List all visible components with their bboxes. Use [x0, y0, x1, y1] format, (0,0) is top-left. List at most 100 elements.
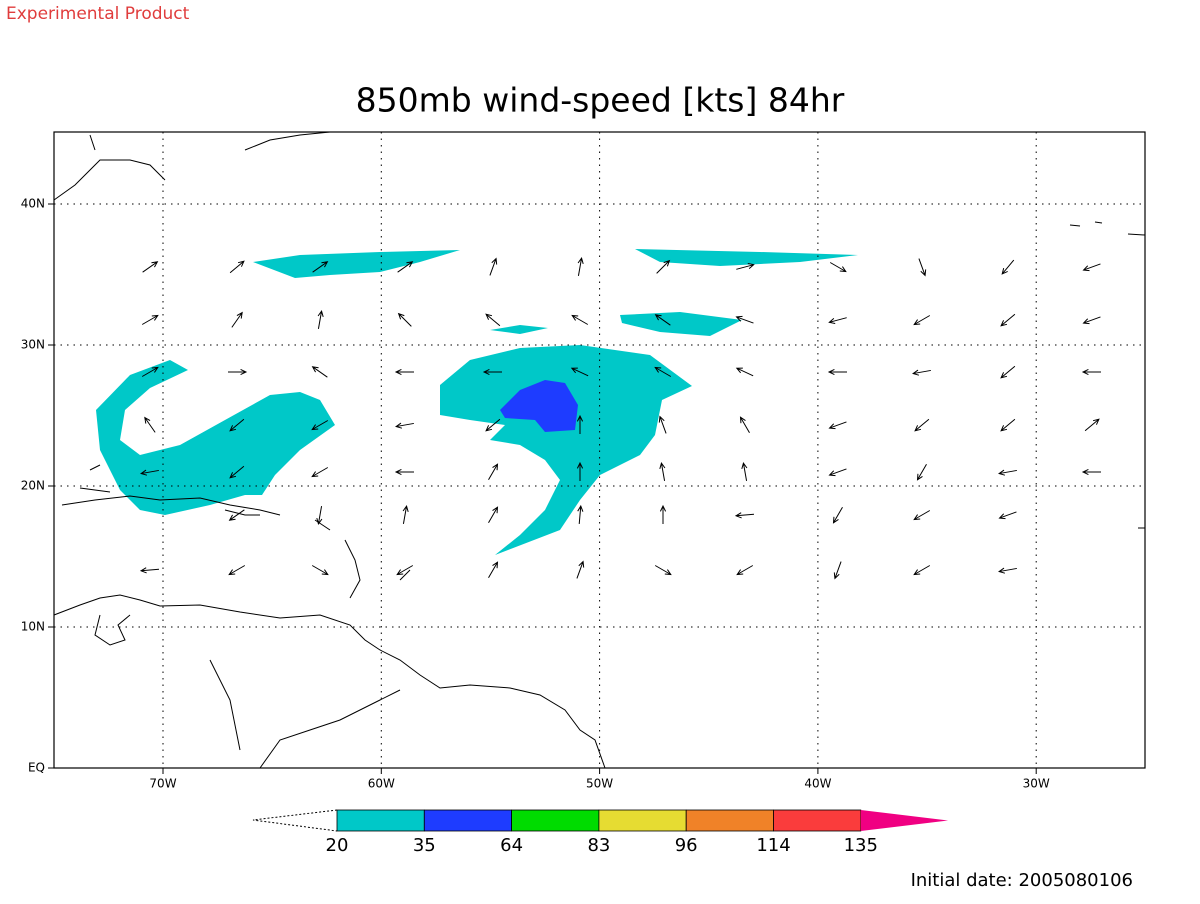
map-title: 850mb wind-speed [kts] 84hr	[356, 81, 845, 120]
map-frame	[53, 131, 1146, 769]
coastline	[1069, 221, 1146, 529]
wind-arrow	[576, 414, 584, 434]
wind-arrow	[577, 504, 584, 525]
contour-fill	[500, 380, 578, 432]
colorbar-box	[773, 809, 862, 832]
lon-label: 30W	[1023, 777, 1050, 791]
wind-vectors	[139, 257, 1101, 580]
wind-arrow	[311, 467, 329, 478]
wind-arrow	[142, 261, 159, 273]
wind-arrow	[656, 259, 671, 274]
wind-arrow	[312, 261, 329, 273]
wind-arrow	[576, 461, 584, 481]
wind-arrow	[228, 565, 246, 576]
wind-arrow	[736, 263, 755, 270]
wind-arrow	[397, 312, 412, 327]
wind-arrow	[658, 415, 667, 434]
wind-arrow	[311, 565, 329, 576]
wind-arrow	[139, 567, 160, 574]
wind-arrow	[1082, 263, 1101, 272]
wind-arrow	[229, 465, 245, 479]
wind-arrow	[489, 257, 498, 276]
wind-arrow	[482, 368, 502, 376]
coastline	[53, 594, 606, 769]
wind-arrow	[916, 463, 927, 481]
wind-arrow	[659, 462, 666, 481]
wind-arrow	[577, 257, 584, 276]
contour-fill	[253, 250, 460, 278]
colorbar-label: 64	[500, 835, 523, 856]
wind-arrow	[829, 262, 847, 273]
wind-arrow	[735, 315, 754, 324]
wind-arrow	[741, 462, 748, 481]
wind-arrow	[488, 506, 499, 524]
wind-arrow	[396, 565, 414, 576]
product-label: Experimental Product	[6, 4, 190, 24]
wind-arrow	[998, 511, 1017, 520]
coastlines	[53, 131, 1146, 769]
contour-fill	[490, 325, 548, 334]
colorbar-box	[598, 809, 687, 832]
wind-arrow	[316, 506, 323, 525]
contour-fill	[620, 312, 742, 336]
wind-arrow	[317, 310, 324, 329]
wind-arrow	[140, 469, 159, 476]
wind-arrow	[998, 469, 1017, 476]
wind-arrow	[828, 317, 847, 324]
wind-arrow	[570, 367, 589, 377]
wind-arrow	[828, 421, 847, 430]
graticule	[48, 132, 1145, 774]
wind-arrow	[659, 504, 667, 524]
lat-label: 30N	[21, 338, 45, 352]
wind-arrow	[141, 314, 159, 325]
colorbar-box	[685, 809, 774, 832]
wind-arrow	[394, 468, 414, 476]
colorbar-label: 135	[844, 835, 878, 856]
wind-arrow	[395, 422, 414, 429]
wind-arrow	[828, 468, 847, 477]
wind-arrow	[833, 561, 842, 580]
lat-label: EQ	[28, 761, 45, 775]
coastline	[61, 464, 281, 516]
wind-arrow	[576, 560, 585, 579]
wind-arrow	[1084, 418, 1100, 432]
wind-arrow	[1000, 418, 1016, 432]
wind-arrow	[311, 366, 328, 378]
wind-arrow	[231, 311, 243, 328]
wind-arrow	[397, 261, 414, 273]
wind-arrow	[735, 367, 754, 377]
wind-arrow	[913, 315, 931, 326]
wind-arrow	[1001, 259, 1015, 275]
wind-arrow	[654, 565, 672, 576]
lat-label: 40N	[21, 197, 45, 211]
wind-arrow	[485, 418, 501, 432]
wind-arrow	[394, 368, 414, 376]
wind-arrow	[144, 416, 156, 433]
wind-arrow	[1000, 365, 1016, 379]
wind-arrow	[827, 368, 847, 376]
colorbar	[252, 809, 949, 832]
wind-arrow	[229, 260, 245, 274]
wind-arrow	[402, 505, 409, 524]
wind-arrow	[654, 366, 672, 377]
colorbar-box	[423, 809, 512, 832]
wind-arrow	[488, 561, 499, 579]
colorbar-label: 35	[413, 835, 436, 856]
wind-arrow	[1081, 368, 1101, 376]
wind-arrow	[141, 366, 159, 377]
wind-arrow	[736, 565, 754, 576]
wind-arrow	[654, 314, 671, 326]
wind-arrow	[998, 567, 1017, 574]
lon-label: 40W	[804, 777, 831, 791]
colorbar-label: 83	[587, 835, 610, 856]
coastline	[53, 131, 331, 201]
contour-fill	[635, 249, 858, 266]
colorbar-upper-triangle	[860, 810, 949, 831]
lon-label: 50W	[586, 777, 613, 791]
wind-arrow	[734, 512, 755, 519]
wind-arrow	[912, 369, 931, 376]
contour-fill	[96, 360, 335, 515]
wind-arrow	[228, 368, 248, 376]
wind-arrow	[311, 420, 329, 431]
coastline	[209, 659, 401, 769]
